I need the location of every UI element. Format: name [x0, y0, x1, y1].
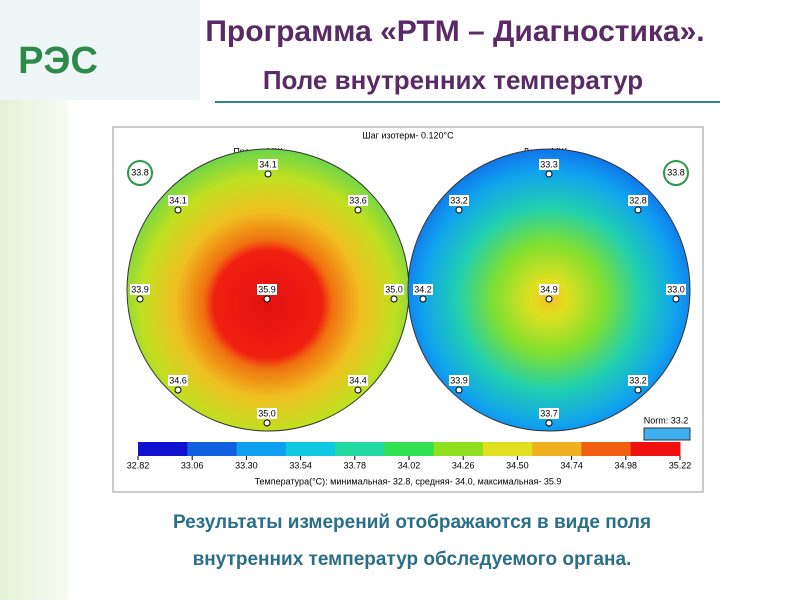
point-label: 33.8	[131, 167, 149, 177]
point-label: 32.8	[629, 195, 647, 205]
point-label: 35.9	[258, 284, 276, 294]
point-label: 35.0	[258, 408, 276, 418]
point	[390, 295, 398, 303]
point	[672, 295, 680, 303]
point	[634, 206, 642, 214]
color-scale: 32.82 33.06 33.30 33.54 33.78 34.02 34.26 34.50…	[127, 442, 692, 470]
point-label: 34.2	[414, 284, 432, 294]
point	[136, 295, 144, 303]
point-label: 34.1	[259, 159, 277, 169]
point	[354, 206, 362, 214]
norm-swatch	[643, 427, 691, 441]
point	[263, 419, 271, 427]
point	[545, 170, 553, 178]
point-label: 33.6	[349, 195, 367, 205]
point-label: 34.1	[169, 195, 187, 205]
point-label-bg	[168, 195, 188, 206]
scale-label: 34.98	[615, 460, 638, 470]
scale-swatch	[187, 442, 238, 456]
scale-swatch	[285, 442, 336, 456]
point-label-bg	[257, 284, 277, 295]
scale-swatch	[433, 442, 484, 456]
point-label: 33.9	[450, 375, 468, 385]
point	[545, 295, 553, 303]
point	[264, 170, 272, 178]
point-label-bg	[628, 195, 648, 206]
scale-swatch	[384, 442, 435, 456]
scale-label: 34.26	[452, 460, 475, 470]
point-label: 34.9	[540, 284, 558, 294]
point-label-bg	[539, 159, 559, 170]
point-label-bg	[413, 284, 433, 295]
point	[419, 295, 427, 303]
point-label-bg	[168, 375, 188, 386]
title: Программа «РТМ – Диагностика».	[205, 15, 704, 48]
point-label-bg	[666, 284, 686, 295]
point-label: 33.0	[667, 284, 685, 294]
point-label-bg	[348, 375, 368, 386]
point	[354, 386, 362, 394]
scale-label: 33.06	[181, 460, 204, 470]
scale-swatch	[482, 442, 533, 456]
scale-label: 35.22	[669, 460, 692, 470]
point-label: 33.9	[131, 284, 149, 294]
point-label: 34.6	[169, 375, 187, 385]
point-label: 34.4	[349, 375, 367, 385]
point	[174, 206, 182, 214]
scale-swatch	[630, 442, 681, 456]
scale-label: 33.78	[344, 460, 367, 470]
scale-label: 32.82	[127, 460, 150, 470]
scale-label: 34.02	[398, 460, 421, 470]
point-label-bg	[539, 408, 559, 419]
point-label: 33.2	[629, 375, 647, 385]
point	[545, 419, 553, 427]
point	[634, 386, 642, 394]
point-label-bg	[539, 284, 559, 295]
summary: Температура(°С): минимальная- 32.8, сред…	[255, 476, 562, 486]
scale-swatch	[581, 442, 632, 456]
point-label-bg	[628, 375, 648, 386]
point-label-bg	[348, 195, 368, 206]
point-label: 35.0	[385, 284, 403, 294]
point-label-bg	[384, 284, 404, 295]
caption-line: Результаты измерений отображаются в виде…	[173, 512, 651, 533]
point-label-bg	[449, 195, 469, 206]
step-label: Шаг изотерм- 0.120°С	[362, 130, 454, 140]
scale-label: 34.74	[560, 460, 583, 470]
norm-label: Norm: 33.2	[644, 415, 689, 425]
point-label-bg	[130, 284, 150, 295]
scale-label: 33.30	[235, 460, 258, 470]
scale-swatch	[236, 442, 287, 456]
caption-line: внутренних температур обследуемого орган…	[193, 549, 632, 570]
logo: РЭС	[18, 40, 98, 82]
outer-point	[127, 160, 153, 186]
point-label: 33.3	[540, 159, 558, 169]
point	[263, 295, 271, 303]
scale-swatch	[532, 442, 582, 456]
scale-label: 33.54	[289, 460, 312, 470]
point-label-bg	[449, 375, 469, 386]
point-label-bg	[258, 159, 278, 170]
scale-swatch	[138, 442, 188, 456]
point	[174, 386, 182, 394]
scale-label: 34.50	[506, 460, 529, 470]
point	[455, 386, 463, 394]
point-label-bg	[257, 408, 277, 419]
point	[455, 206, 463, 214]
scale-swatch	[335, 442, 385, 456]
subtitle: Поле внутренних температур	[263, 65, 643, 95]
logo-bg	[0, 0, 200, 100]
point-label: 33.8	[667, 167, 685, 177]
point-label: 33.7	[540, 408, 558, 418]
point-label: 33.2	[450, 195, 468, 205]
outer-point	[663, 160, 689, 186]
